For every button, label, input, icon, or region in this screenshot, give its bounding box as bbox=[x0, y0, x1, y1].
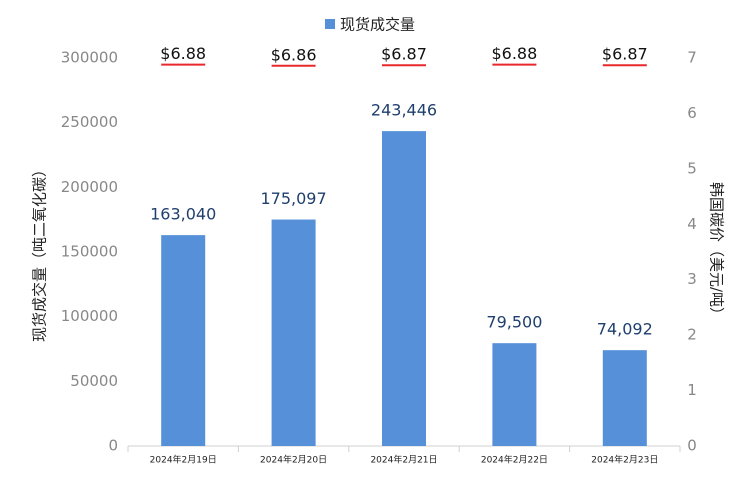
y2-tick-label: 7 bbox=[687, 49, 697, 67]
data-label: 74,092 bbox=[597, 320, 653, 339]
bar bbox=[271, 219, 316, 446]
bar bbox=[492, 343, 537, 446]
price-label: $6.87 bbox=[602, 45, 648, 64]
bar bbox=[382, 131, 426, 446]
bar bbox=[161, 235, 206, 446]
y-tick-label: 50000 bbox=[70, 372, 118, 390]
y-tick-label: 300000 bbox=[61, 49, 118, 67]
data-label: 243,446 bbox=[371, 101, 437, 120]
x-tick-label: 2024年2月19日 bbox=[150, 454, 217, 466]
y2-tick-label: 6 bbox=[687, 104, 697, 122]
price-label: $6.86 bbox=[271, 45, 317, 64]
y2-tick-label: 5 bbox=[687, 159, 697, 177]
x-tick-label: 2024年2月20日 bbox=[260, 454, 327, 466]
x-tick-label: 2024年2月21日 bbox=[370, 454, 437, 466]
y-tick-label: 100000 bbox=[61, 307, 118, 325]
x-tick-label: 2024年2月23日 bbox=[591, 454, 658, 466]
y-tick-label: 0 bbox=[108, 437, 118, 455]
data-label: 175,097 bbox=[261, 189, 327, 208]
data-label: 163,040 bbox=[150, 205, 216, 224]
price-label: $6.87 bbox=[381, 45, 427, 64]
y2-tick-label: 2 bbox=[687, 326, 697, 344]
x-tick-label: 2024年2月22日 bbox=[481, 454, 548, 466]
y-axis-title: 现货成交量（吨二氧化碳） bbox=[31, 162, 49, 342]
legend-swatch bbox=[325, 19, 335, 29]
data-label: 79,500 bbox=[486, 313, 542, 332]
y2-tick-label: 1 bbox=[687, 381, 697, 399]
y-tick-label: 250000 bbox=[61, 113, 118, 131]
y-tick-label: 200000 bbox=[61, 178, 118, 196]
y2-tick-label: 3 bbox=[687, 270, 697, 288]
y2-tick-label: 4 bbox=[687, 215, 697, 233]
y-tick-label: 150000 bbox=[61, 243, 118, 261]
price-label: $6.88 bbox=[491, 44, 537, 63]
y2-tick-label: 0 bbox=[687, 437, 697, 455]
y2-axis-title: 韩国碳价（美元/吨） bbox=[708, 182, 726, 322]
legend-label: 现货成交量 bbox=[340, 16, 415, 34]
bar bbox=[602, 350, 647, 446]
price-label: $6.88 bbox=[160, 44, 206, 63]
